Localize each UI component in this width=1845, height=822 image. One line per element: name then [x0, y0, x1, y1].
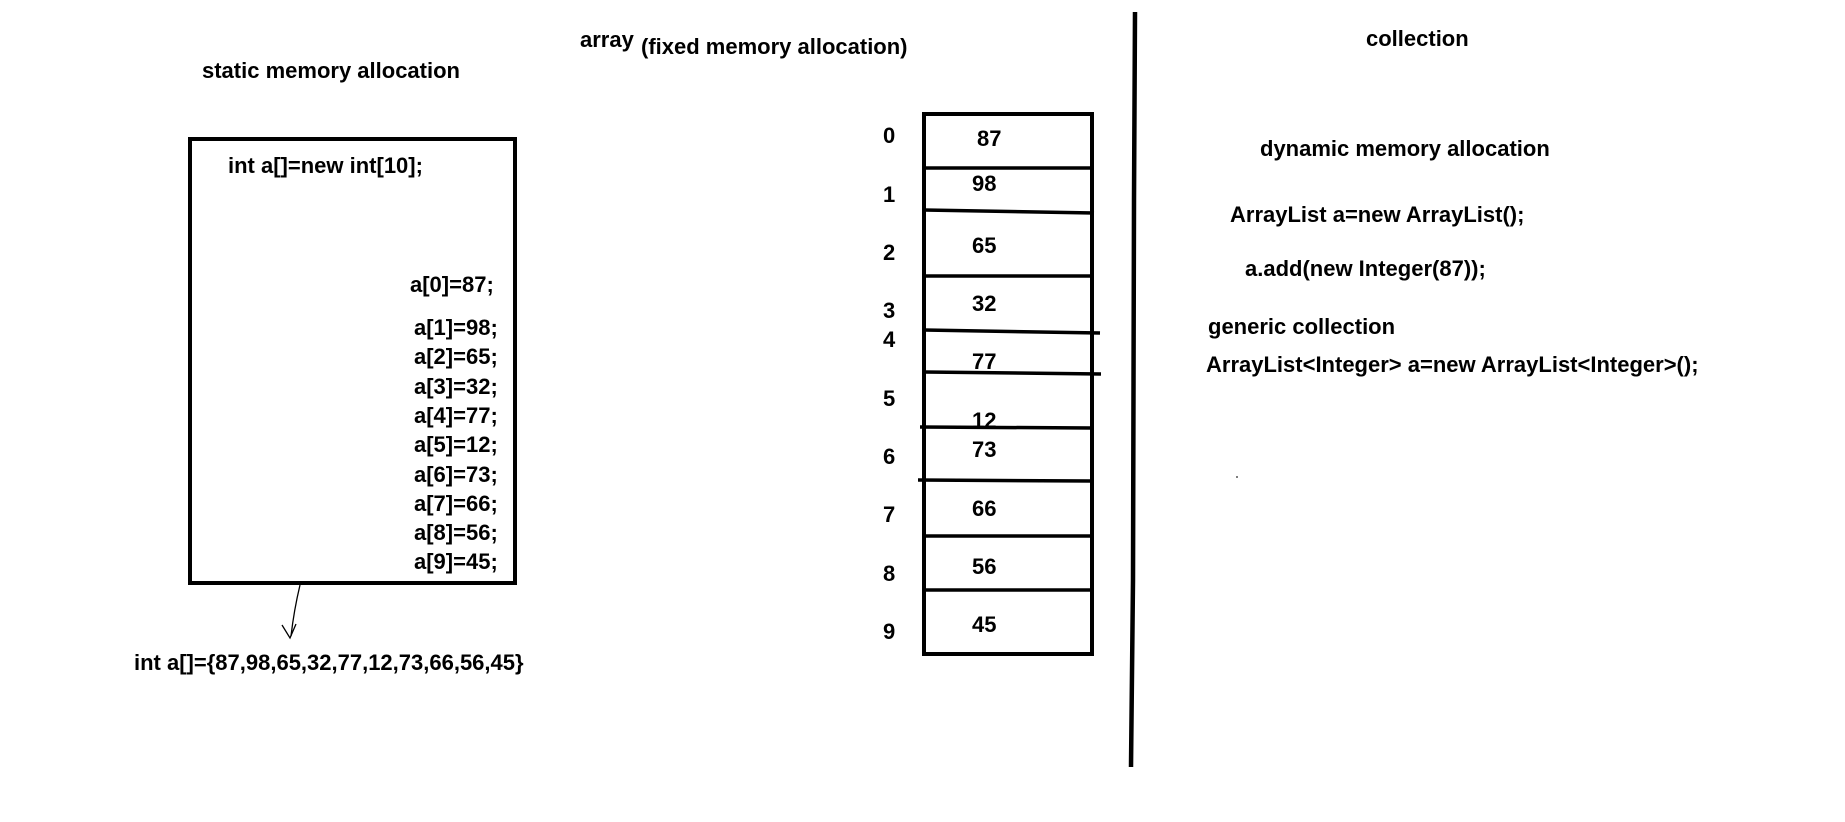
assignment-line: a[0]=87; — [410, 272, 494, 297]
array-index: 5 — [883, 386, 896, 411]
assignment-line: a[7]=66; — [414, 491, 498, 516]
array-outline — [922, 112, 1094, 656]
array-index: 1 — [883, 182, 896, 207]
cell-divider — [917, 478, 1093, 483]
array-title-note: (fixed memory allocation) — [641, 34, 908, 59]
cell-value: 32 — [972, 291, 997, 316]
array-title: array — [580, 27, 634, 52]
assignment-line: a[4]=77; — [414, 403, 498, 428]
array-declaration: int a[]=new int[10]; — [228, 153, 423, 178]
arrow-head-icon — [281, 623, 297, 640]
code-box — [188, 137, 517, 585]
cell-value: 12 — [972, 408, 997, 433]
collection-title: collection — [1366, 26, 1469, 51]
array-cell-dividers — [917, 166, 1102, 592]
cell-divider — [919, 425, 1093, 430]
array-index: 8 — [883, 561, 896, 586]
arrow-shaft — [290, 584, 301, 637]
cell-value: 73 — [972, 437, 997, 462]
assignment-line: a[8]=56; — [414, 520, 498, 545]
assignment-line: a[3]=32; — [414, 374, 498, 399]
cell-value: 65 — [972, 233, 997, 258]
cell-divider — [923, 328, 1101, 335]
cell-value: 98 — [972, 171, 997, 196]
array-index: 7 — [883, 502, 896, 527]
static-allocation-title: static memory allocation — [202, 58, 460, 83]
array-initializer: int a[]={87,98,65,32,77,12,73,66,56,45} — [134, 650, 524, 675]
cell-value: 87 — [977, 126, 1002, 151]
assignment-line: a[2]=65; — [414, 344, 498, 369]
array-index: 6 — [883, 444, 896, 469]
separator-line — [1128, 11, 1138, 768]
stray-dot — [1236, 476, 1238, 478]
array-index: 2 — [883, 240, 896, 265]
array-index: 0 — [883, 123, 896, 148]
cell-divider — [923, 208, 1095, 215]
cell-value: 66 — [972, 496, 997, 521]
cell-divider — [923, 370, 1102, 376]
dynamic-allocation-subtitle: dynamic memory allocation — [1260, 136, 1550, 161]
cell-value: 45 — [972, 612, 997, 637]
generic-arraylist-declaration: ArrayList<Integer> a=new ArrayList<Integ… — [1206, 352, 1699, 377]
assignment-line: a[6]=73; — [414, 462, 498, 487]
cell-value: 77 — [972, 349, 997, 374]
array-index: 9 — [883, 619, 896, 644]
arraylist-add-call: a.add(new Integer(87)); — [1245, 256, 1486, 281]
generic-collection-title: generic collection — [1208, 314, 1396, 339]
arraylist-declaration: ArrayList a=new ArrayList(); — [1230, 202, 1525, 227]
assignment-line: a[5]=12; — [414, 432, 498, 457]
assignment-line: a[1]=98; — [414, 315, 498, 340]
assignment-line: a[9]=45; — [414, 549, 498, 574]
array-index: 3 — [883, 298, 896, 323]
cell-value: 56 — [972, 554, 997, 579]
array-index: 4 — [883, 327, 896, 352]
